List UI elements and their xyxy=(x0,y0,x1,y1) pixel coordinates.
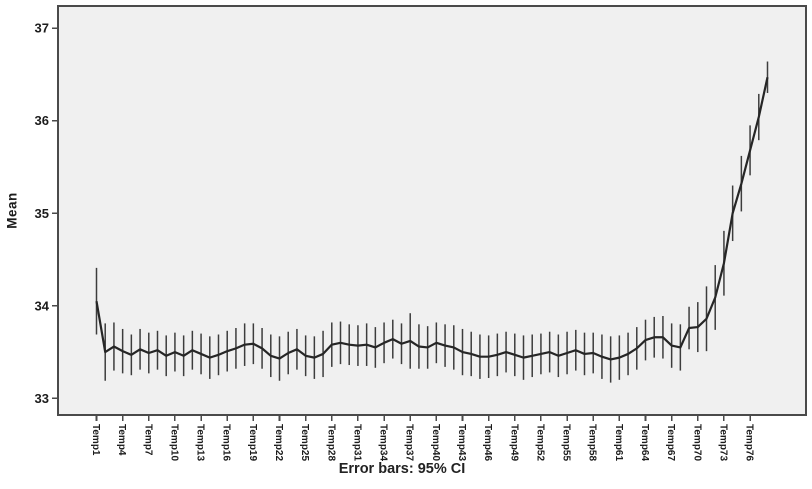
x-tick-label: Temp4 xyxy=(116,424,127,456)
x-tick-label: Temp13 xyxy=(195,424,206,461)
x-tick-label: Temp10 xyxy=(168,424,179,461)
x-tick-label: Temp52 xyxy=(534,424,545,461)
y-tick-label: 35 xyxy=(35,206,49,221)
x-tick-label: Temp43 xyxy=(456,424,467,461)
x-tick-label: Temp22 xyxy=(273,424,284,461)
y-tick-label: 33 xyxy=(35,391,49,406)
x-tick-label: Temp70 xyxy=(691,424,702,461)
x-tick-label: Temp34 xyxy=(378,424,389,461)
y-tick-label: 34 xyxy=(35,298,50,313)
x-tick-label: Temp28 xyxy=(325,424,336,461)
x-tick-label: Temp16 xyxy=(221,424,232,461)
x-tick-label: Temp40 xyxy=(430,424,441,461)
mean-line xyxy=(95,77,769,361)
x-tick-label: Temp46 xyxy=(482,424,493,461)
y-tick-label: 36 xyxy=(35,113,49,128)
x-tick-label: Temp25 xyxy=(299,424,310,461)
x-tick-label: Temp67 xyxy=(665,424,676,461)
x-tick-label: Temp19 xyxy=(247,424,258,461)
x-tick-label: Temp61 xyxy=(613,424,624,461)
y-tick-label: 37 xyxy=(35,21,49,36)
x-tick-label: Temp64 xyxy=(639,424,650,461)
chart-caption: Error bars: 95% CI xyxy=(338,461,466,477)
x-tick-label: Temp58 xyxy=(587,424,598,461)
x-tick-label: Temp31 xyxy=(351,424,362,461)
x-tick-label: Temp7 xyxy=(142,424,153,456)
x-tick-label: Temp37 xyxy=(404,424,415,461)
x-tick-label: Temp76 xyxy=(744,424,755,461)
x-tick-label: Temp55 xyxy=(561,424,572,461)
x-tick-label: Temp1 xyxy=(90,424,101,456)
x-tick-label: Temp49 xyxy=(508,424,519,461)
x-tick-label: Temp73 xyxy=(717,424,728,461)
y-axis-title: Mean xyxy=(4,192,20,229)
